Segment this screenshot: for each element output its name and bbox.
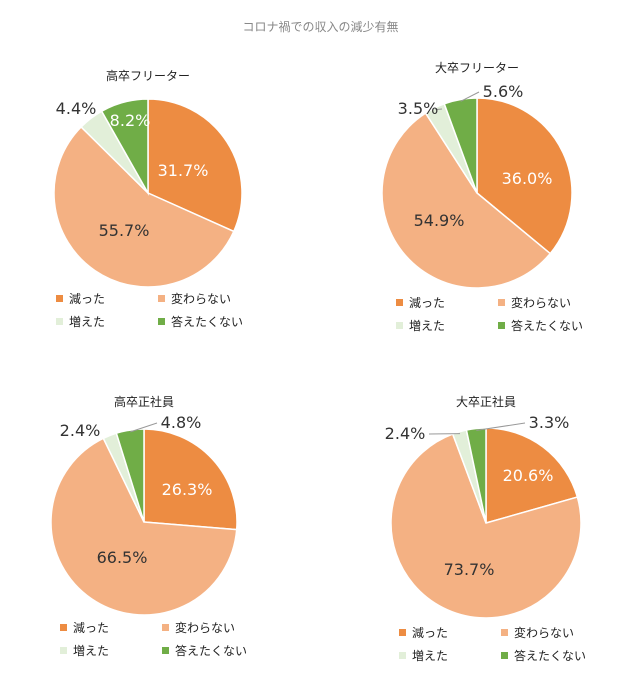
legend-swatch-0-0 <box>56 295 63 302</box>
data-label-2-0: 26.3% <box>162 480 213 499</box>
data-label-2-2: 2.4% <box>60 421 101 440</box>
data-label-3-1: 73.7% <box>444 560 495 579</box>
pie-slice-2-0 <box>143 428 238 531</box>
data-label-3-2: 2.4% <box>385 424 426 443</box>
pie-slice-1-3 <box>443 97 478 194</box>
legend-label-2-1: 変わらない <box>175 620 235 635</box>
legend-swatch-3-2 <box>399 652 406 659</box>
pie-slice-1-1 <box>381 112 552 289</box>
data-label-1-0: 36.0% <box>502 169 553 188</box>
pie-slice-2-3 <box>115 428 145 523</box>
data-label-0-0: 31.7% <box>158 161 209 180</box>
pie-slice-2-1 <box>50 437 238 616</box>
data-label-2-3: 4.8% <box>161 413 202 432</box>
pie-title-1: 大卒フリーター <box>435 61 519 75</box>
legend-label-0-0: 減った <box>69 291 105 306</box>
legend-label-1-1: 変わらない <box>511 295 571 310</box>
legend-swatch-3-0 <box>399 629 406 636</box>
legend-swatch-0-1 <box>158 295 165 302</box>
legend-label-0-3: 答えたくない <box>171 314 243 329</box>
data-label-1-3: 5.6% <box>483 82 524 101</box>
legend-swatch-3-1 <box>501 629 508 636</box>
leader-line-1-3 <box>460 91 480 102</box>
pie-slice-3-0 <box>485 427 579 524</box>
legend-swatch-2-0 <box>60 624 67 631</box>
pie-title-2: 高卒正社員 <box>114 394 174 409</box>
legend-swatch-1-2 <box>396 322 403 329</box>
data-label-0-2: 4.4% <box>56 99 97 118</box>
pie-title-0: 高卒フリーター <box>106 68 190 83</box>
legend-swatch-2-1 <box>162 624 169 631</box>
legend-label-3-3: 答えたくない <box>514 648 586 663</box>
pie-slice-0-0 <box>147 98 243 233</box>
chart-main-title: コロナ禍での収入の減少有無 <box>242 20 399 34</box>
legend-label-1-3: 答えたくない <box>511 318 583 333</box>
legend-swatch-1-0 <box>396 299 403 306</box>
legend-label-2-2: 増えた <box>73 644 109 658</box>
legend-label-0-2: 増えた <box>69 315 105 329</box>
legend-label-1-0: 減った <box>409 295 445 310</box>
pie-title-3: 大卒正社員 <box>456 394 516 409</box>
legend-label-3-2: 増えた <box>412 649 448 663</box>
pie-slice-3-1 <box>390 433 582 619</box>
pie-slice-0-1 <box>53 125 235 288</box>
legend-swatch-2-3 <box>162 647 169 654</box>
data-label-3-3: 3.3% <box>529 413 570 432</box>
pie-slice-3-3 <box>465 427 487 524</box>
legend-swatch-0-3 <box>158 318 165 325</box>
leader-line-1-2 <box>435 108 443 111</box>
data-label-0-3: 8.2% <box>110 111 151 130</box>
pie-slice-0-3 <box>100 98 149 196</box>
legend-swatch-1-1 <box>498 299 505 306</box>
legend-label-2-3: 答えたくない <box>175 643 247 658</box>
legend-label-2-0: 減った <box>73 620 109 635</box>
legend-label-0-1: 変わらない <box>171 291 231 306</box>
legend-swatch-3-3 <box>501 652 508 659</box>
legend-swatch-2-2 <box>60 647 67 654</box>
pie-slice-1-0 <box>476 97 573 255</box>
data-label-2-1: 66.5% <box>97 548 148 567</box>
legend-label-3-1: 変わらない <box>514 625 574 640</box>
legend-label-3-0: 減った <box>412 625 448 640</box>
data-label-3-0: 20.6% <box>503 466 554 485</box>
legend-swatch-0-2 <box>56 318 63 325</box>
legend-label-1-2: 増えた <box>409 319 445 333</box>
legend-swatch-1-3 <box>498 322 505 329</box>
leader-line-3-3 <box>476 422 526 431</box>
data-label-1-2: 3.5% <box>398 99 439 118</box>
leader-line-2-3 <box>130 422 158 433</box>
data-label-0-1: 55.7% <box>99 221 150 240</box>
data-label-1-1: 54.9% <box>414 211 465 230</box>
